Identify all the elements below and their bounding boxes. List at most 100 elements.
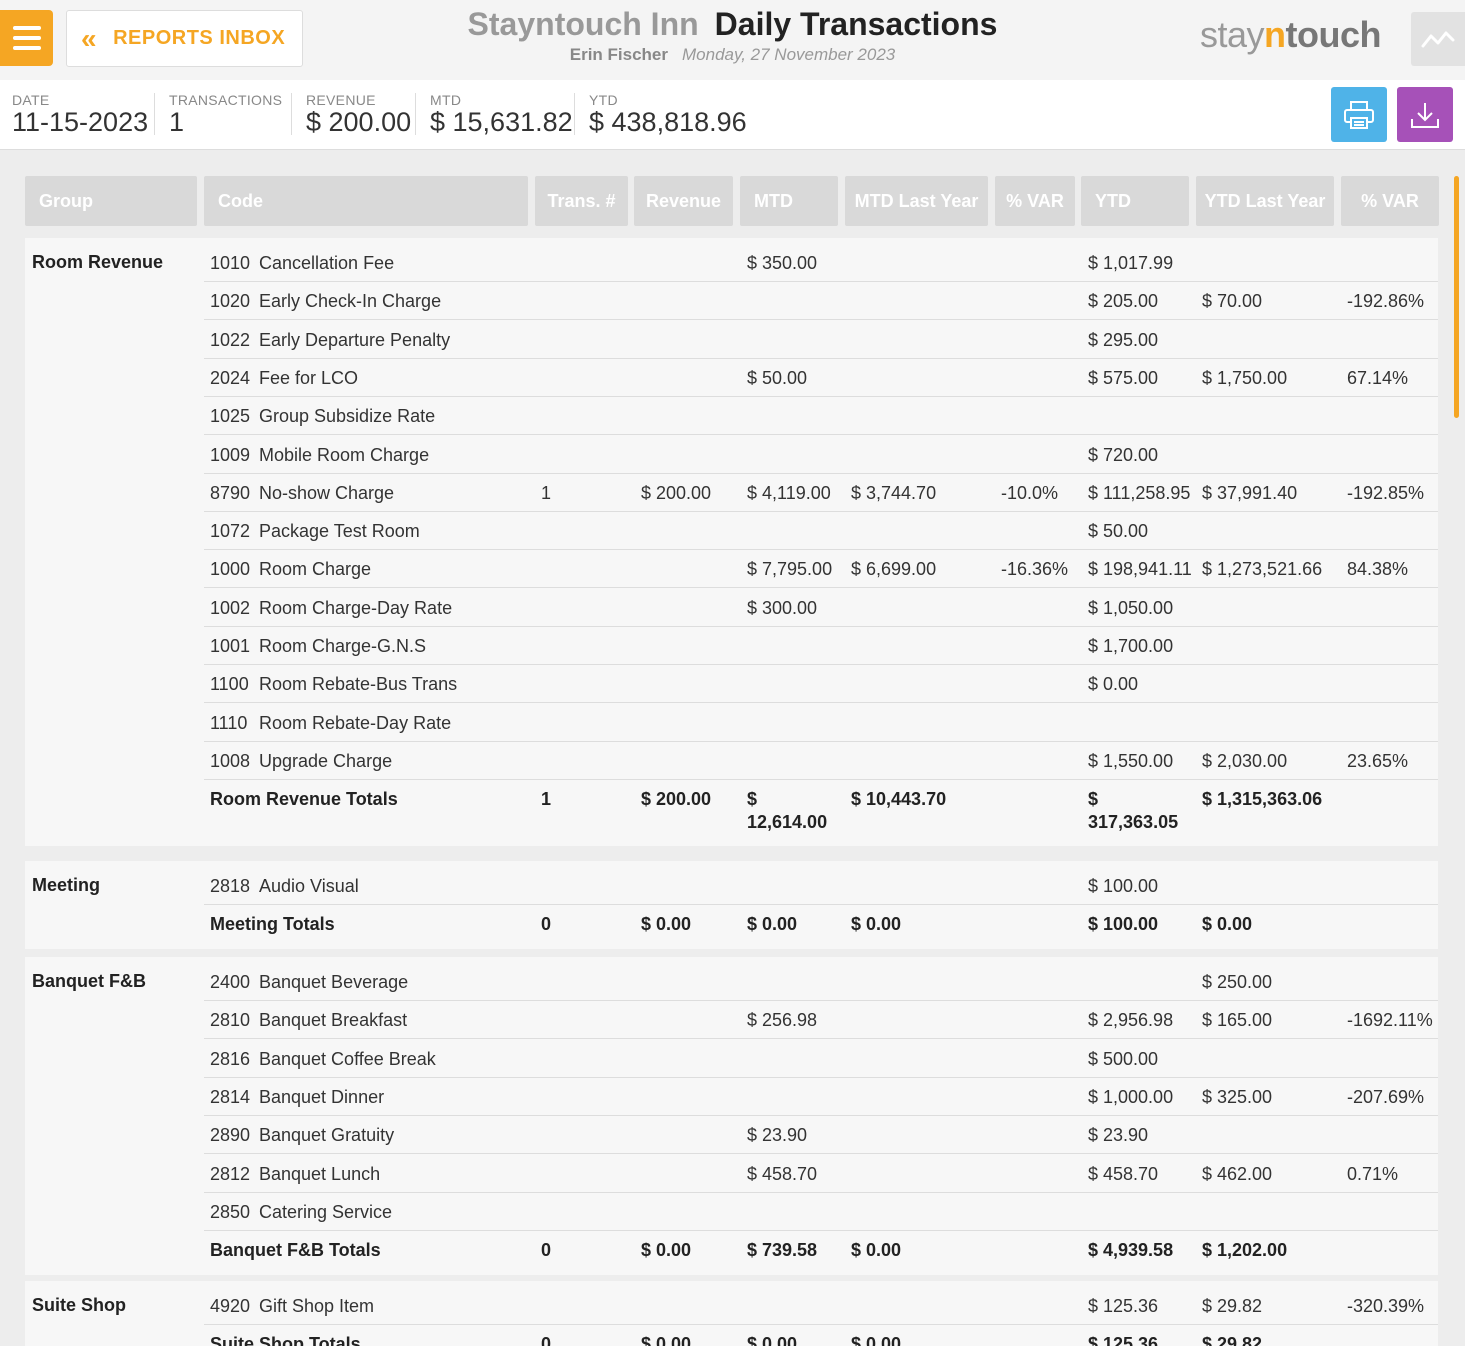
cell-ytd-var: -207.69% — [1347, 1086, 1425, 1107]
cell-ytd-var: 23.65% — [1347, 750, 1409, 771]
cell-ytd-var: -320.39% — [1347, 1296, 1425, 1316]
cell-mtd-ly: $ 6,699.00 — [851, 559, 937, 580]
table-row[interactable]: 1025 Group Subsidize Rate — [204, 397, 1438, 436]
totals-label: Room Revenue Totals — [210, 789, 398, 810]
menu-icon — [12, 26, 41, 30]
total-revenue: $ 0.00 — [641, 1240, 692, 1261]
charge-code: 2890 — [210, 1125, 251, 1146]
user-name: Erin Fischer — [569, 45, 668, 64]
col-header-mtd-var[interactable]: % VAR — [995, 176, 1075, 226]
col-header-ytd[interactable]: YTD — [1081, 176, 1189, 226]
total-trans: 1 — [541, 789, 552, 810]
table-row[interactable]: 1110 Room Rebate-Day Rate — [204, 704, 1438, 742]
cell-ytd: $ 23.90 — [1088, 1125, 1149, 1146]
scrollbar[interactable] — [1454, 176, 1459, 418]
table-row[interactable]: 2812 Banquet Lunch $ 458.70 $ 458.70 $ 462.0… — [204, 1155, 1438, 1193]
cell-ytd: $ 1,550.00 — [1088, 750, 1174, 771]
table-row[interactable]: 1001 Room Charge-G.N.S $ 1,700.00 — [204, 627, 1438, 665]
charge-description: Gift Shop Item — [259, 1296, 375, 1316]
stat-transactions: TRANSACTIONS 1 — [169, 92, 283, 137]
table-row[interactable]: 8790 No-show Charge 1 $ 200.00 $ 4,119.00 $ 3… — [204, 474, 1438, 512]
col-header-ytd-var[interactable]: % VAR — [1341, 176, 1439, 226]
charge-description: Room Charge-G.N.S — [259, 636, 427, 656]
table-row[interactable]: 2814 Banquet Dinner $ 1,000.00 $ 325.00 -207… — [204, 1078, 1438, 1116]
table-row[interactable]: 1009 Mobile Room Charge $ 720.00 — [204, 436, 1438, 474]
total-mtd: $ 739.58 — [747, 1240, 818, 1261]
col-header-ytd-last-year[interactable]: YTD Last Year — [1196, 176, 1334, 226]
table-row[interactable]: 2810 Banquet Breakfast $ 256.98 $ 2,956.98 $… — [204, 1001, 1438, 1040]
cell-ytd: $ 720.00 — [1088, 444, 1159, 465]
table-row[interactable]: 1100 Room Rebate-Bus Trans $ 0.00 — [204, 665, 1438, 704]
table-row[interactable]: 2850 Catering Service — [204, 1193, 1438, 1231]
group-name: Meeting — [32, 875, 101, 895]
table-row[interactable]: 4920 Gift Shop Item $ 125.36 $ 29.82 -320.39… — [204, 1287, 1438, 1325]
total-ytd-ly: $ 1,315,363.06 — [1202, 789, 1323, 810]
table-row[interactable]: 1010 Cancellation Fee $ 350.00 $ 1,017.99 — [204, 244, 1438, 282]
cell-ytd-ly: $ 462.00 — [1202, 1163, 1273, 1184]
total-mtd-ly: $ 10,443.70 — [851, 789, 947, 810]
menu-button[interactable] — [0, 10, 53, 66]
charge-code: 2400 — [210, 972, 251, 992]
charge-code: 1008 — [210, 750, 251, 771]
table-row[interactable]: 2890 Banquet Gratuity $ 23.90 $ 23.90 — [204, 1116, 1438, 1155]
table-row[interactable]: 2818 Audio Visual $ 100.00 — [204, 867, 1438, 905]
table-row[interactable]: 1000 Room Charge $ 7,795.00 $ 6,699.00 -16.3… — [204, 550, 1438, 589]
cell-mtd: $ 300.00 — [747, 597, 818, 618]
property-name: Stayntouch Inn — [467, 6, 699, 42]
cell-ytd: $ 295.00 — [1088, 329, 1159, 350]
charge-code: 2850 — [210, 1201, 251, 1222]
cell-mtd: $ 458.70 — [747, 1163, 818, 1184]
charge-code: 1010 — [210, 253, 251, 273]
cell-ytd-ly: $ 1,750.00 — [1202, 367, 1288, 388]
reports-inbox-button[interactable]: « REPORTS INBOX — [66, 10, 303, 67]
report-title-block: Stayntouch Inn Daily Transactions Erin Fi… — [0, 6, 1465, 65]
cell-ytd-var: -1692.11% — [1347, 1010, 1433, 1031]
col-header-group[interactable]: Group — [25, 176, 197, 226]
charge-description: Room Rebate-Bus Trans — [259, 674, 458, 695]
cell-ytd: $ 1,000.00 — [1088, 1086, 1174, 1107]
col-header-code[interactable]: Code — [204, 176, 528, 226]
table-row[interactable]: 2400 Banquet Beverage $ 250.00 — [204, 963, 1438, 1001]
charge-code: 1110 — [210, 712, 248, 733]
total-trans: 0 — [541, 1334, 552, 1346]
print-button[interactable] — [1331, 87, 1387, 142]
table-row[interactable]: 2024 Fee for LCO $ 50.00 $ 575.00 $ 1,750.00… — [204, 359, 1438, 397]
cell-ytd: $ 205.00 — [1088, 291, 1159, 312]
download-button[interactable] — [1397, 87, 1453, 142]
table-row[interactable]: 1008 Upgrade Charge $ 1,550.00 $ 2,030.00 23… — [204, 742, 1438, 780]
charge-description: Room Rebate-Day Rate — [259, 712, 452, 733]
table-row[interactable]: 1022 Early Departure Penalty $ 295.00 — [204, 321, 1438, 359]
col-header-revenue[interactable]: Revenue — [634, 176, 733, 226]
charge-description: Group Subsidize Rate — [259, 406, 436, 427]
charge-description: Banquet Dinner — [259, 1086, 385, 1107]
total-mtd: $ 12,614.00 — [747, 789, 828, 833]
table-row[interactable]: 2816 Banquet Coffee Break $ 500.00 — [204, 1040, 1438, 1078]
col-header-trans[interactable]: Trans. # — [535, 176, 628, 226]
report-group: Room Revenue 1010 Cancellation Fee $ 350.00… — [25, 238, 1438, 847]
charge-description: Room Charge — [259, 559, 372, 580]
charge-code: 2818 — [210, 876, 251, 896]
totals-row: Room Revenue Totals 1 $ 200.00 $ 12,614.00 $… — [204, 780, 1438, 846]
charge-code: 2024 — [210, 367, 251, 388]
brand-logo: stayntouch — [1200, 14, 1382, 55]
table-row[interactable]: 1072 Package Test Room $ 50.00 — [204, 512, 1438, 551]
charge-code: 1002 — [210, 597, 251, 618]
cell-mtd: $ 4,119.00 — [747, 482, 831, 503]
total-ytd-ly: $ 29.82 — [1202, 1334, 1263, 1346]
totals-label: Banquet F&B Totals — [210, 1240, 381, 1261]
col-header-mtd[interactable]: MTD — [740, 176, 838, 226]
cell-mtd: $ 256.98 — [747, 1010, 818, 1031]
col-header-mtd-last-year[interactable]: MTD Last Year — [845, 176, 988, 226]
charge-description: Banquet Beverage — [259, 972, 409, 992]
charge-code: 8790 — [210, 482, 251, 503]
total-mtd-ly: $ 0.00 — [851, 1240, 902, 1261]
table-row[interactable]: 1002 Room Charge-Day Rate $ 300.00 $ 1,050.… — [204, 589, 1438, 627]
cell-mtd-var: -10.0% — [1001, 482, 1059, 503]
total-ytd: $ 100.00 — [1088, 914, 1159, 935]
cell-ytd: $ 0.00 — [1088, 674, 1139, 695]
table-row[interactable]: 1020 Early Check-In Charge $ 205.00 $ 70.00… — [204, 282, 1438, 321]
charge-code: 1020 — [210, 291, 251, 312]
cell-ytd: $ 575.00 — [1088, 367, 1159, 388]
trend-button[interactable] — [1411, 12, 1465, 66]
group-name: Banquet F&B — [32, 971, 146, 991]
